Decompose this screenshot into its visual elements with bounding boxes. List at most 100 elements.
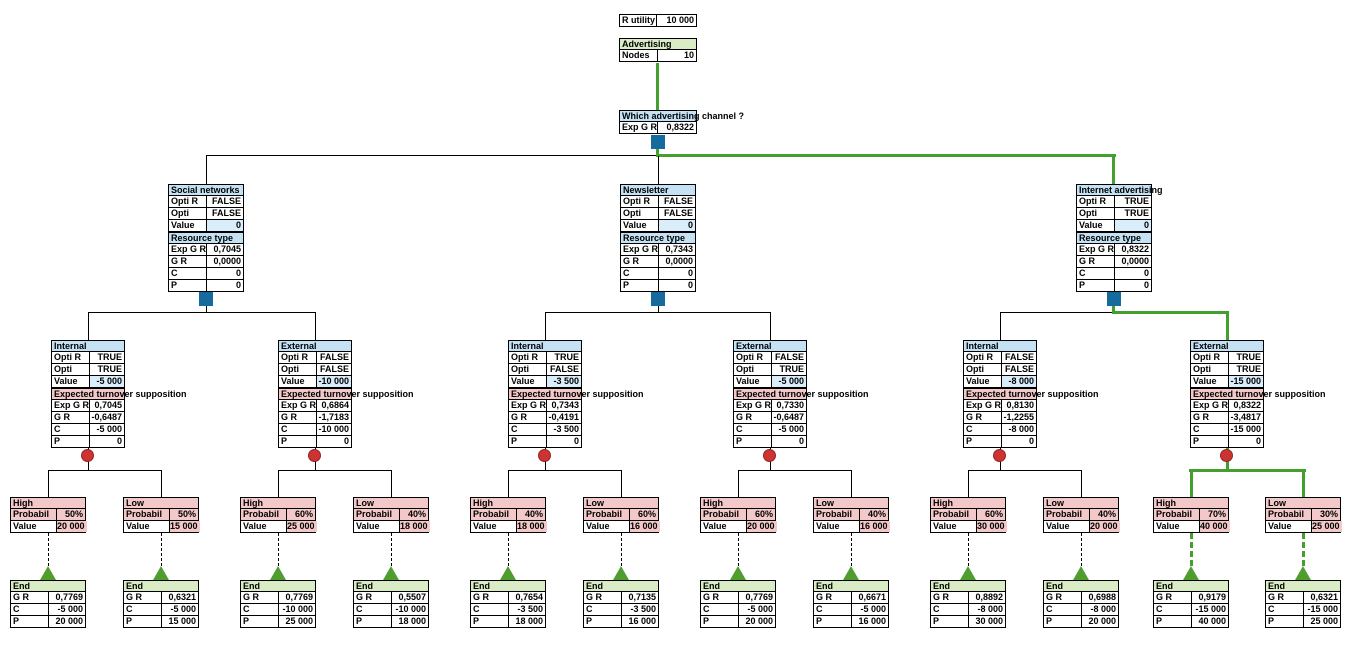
chance-node-social-external[interactable] [308,449,321,462]
branch-name[interactable]: Internal [963,340,1037,352]
end-node-social-external-high[interactable] [270,566,286,580]
value-input[interactable]: -8 000 [1002,376,1036,387]
probability-input[interactable]: 50% [57,509,85,520]
value-input[interactable]: -5 000 [90,376,124,387]
end-node-social-internal-high[interactable] [40,566,56,580]
branch-name[interactable]: Newsletter [620,184,696,196]
branch-name[interactable]: Internal [51,340,125,352]
outcome-name[interactable]: High [930,497,1006,509]
chance-node-internet-external[interactable] [1220,449,1233,462]
probability-input[interactable]: 60% [977,509,1005,520]
end-node-newsletter-external-high[interactable] [730,566,746,580]
end-box-newsletter-external-high: End G R 0,7769 C -5 000 P 20 000 [700,580,776,628]
end-node-social-internal-low[interactable] [153,566,169,580]
c-label: C [1154,604,1192,615]
probability-input[interactable]: 60% [747,509,775,520]
node-title[interactable]: Expected turnover supposition [963,388,1099,400]
branch-name[interactable]: External [733,340,807,352]
node-title[interactable]: Expected turnover supposition [508,388,644,400]
node-title[interactable]: Expected turnover supposition [1190,388,1326,400]
decision-node-newsletter[interactable] [651,292,665,306]
branch-name[interactable]: External [278,340,352,352]
gr-label: G R [734,412,772,423]
chance-node-newsletter-external[interactable] [763,449,776,462]
end-node-internet-internal-high[interactable] [960,566,976,580]
probability-input[interactable]: 40% [860,509,888,520]
node-title[interactable]: Resource type [1076,232,1152,244]
value-input[interactable]: -10 000 [317,376,351,387]
connector-to-newsletter-external [770,312,771,340]
value-input[interactable]: 18 000 [517,521,547,532]
gr-label: G R [1191,412,1229,423]
probability-input[interactable]: 60% [630,509,658,520]
outcome-name[interactable]: Low [813,497,889,509]
node-title[interactable]: Expected turnover supposition [733,388,869,400]
branch-name[interactable]: External [1190,340,1264,352]
value-input[interactable]: -3 500 [547,376,581,387]
end-node-internet-external-low[interactable] [1295,566,1311,580]
value-input[interactable]: 20 000 [57,521,87,532]
decision-node-social[interactable] [199,292,213,306]
node-title[interactable]: Resource type [168,232,244,244]
probability-input[interactable]: 40% [400,509,428,520]
end-node-social-external-low[interactable] [383,566,399,580]
value-input[interactable]: 30 000 [977,521,1007,532]
probability-input[interactable]: 50% [170,509,198,520]
branch-name[interactable]: Internal [508,340,582,352]
branch-name[interactable]: Internet advertising [1076,184,1163,196]
r-utility-value[interactable]: 10 000 [666,15,694,25]
value-input[interactable]: 0 [659,220,695,231]
value-input[interactable]: 20 000 [747,521,777,532]
value-input[interactable]: 0 [1115,220,1151,231]
end-node-newsletter-external-low[interactable] [843,566,859,580]
outcome-name[interactable]: High [470,497,546,509]
outcome-name[interactable]: Low [1265,497,1341,509]
end-node-internet-internal-low[interactable] [1073,566,1089,580]
node-title[interactable]: Expected turnover supposition [51,388,187,400]
value-input[interactable]: 0 [207,220,243,231]
probability-input[interactable]: 70% [1200,509,1228,520]
value-input[interactable]: 18 000 [400,521,430,532]
opti-value: FALSE [549,364,579,374]
value-input[interactable]: 15 000 [170,521,200,532]
outcome-name[interactable]: High [1153,497,1229,509]
chance-node-internet-internal[interactable] [993,449,1006,462]
node-title[interactable]: Expected turnover supposition [278,388,414,400]
value-input[interactable]: 40 000 [1200,521,1230,532]
branch-name[interactable]: Social networks [168,184,244,196]
chance-node-social-internal[interactable] [81,449,94,462]
opti-r-label: Opti R [964,352,1002,363]
value-input[interactable]: 25 000 [287,521,317,532]
probability-input[interactable]: 60% [287,509,315,520]
gr-value: 0,6321 [168,592,196,602]
outcome-name[interactable]: Low [1043,497,1119,509]
value-input[interactable]: 16 000 [630,521,660,532]
decision-node-internet[interactable] [1107,292,1121,306]
end-node-newsletter-internal-high[interactable] [500,566,516,580]
probability-input[interactable]: 40% [1090,509,1118,520]
value-input[interactable]: -15 000 [1229,376,1263,387]
outcome-name[interactable]: High [240,497,316,509]
end-node-internet-external-high[interactable] [1183,566,1199,580]
decision-node-root[interactable] [651,135,665,149]
model-title[interactable]: Advertising [619,38,697,50]
node-title[interactable]: Resource type [620,232,696,244]
outcome-name[interactable]: High [10,497,86,509]
outcome-name[interactable]: Low [123,497,199,509]
value-input[interactable]: -5 000 [772,376,806,387]
outcome-name[interactable]: Low [583,497,659,509]
probability-input[interactable]: 40% [517,509,545,520]
probability-input[interactable]: 30% [1312,509,1340,520]
value-input[interactable]: 20 000 [1090,521,1120,532]
outcome-name[interactable]: Low [353,497,429,509]
chance-node-newsletter-internal[interactable] [538,449,551,462]
value-input[interactable]: 16 000 [860,521,890,532]
end-node-newsletter-internal-low[interactable] [613,566,629,580]
outcome-name[interactable]: High [700,497,776,509]
connector-to-newsletter-internal [545,312,546,340]
connector-outcome-split-optimal [1189,469,1306,472]
decision-question-title[interactable]: Which advertising channel ? [619,110,744,122]
value-input[interactable]: 25 000 [1312,521,1342,532]
